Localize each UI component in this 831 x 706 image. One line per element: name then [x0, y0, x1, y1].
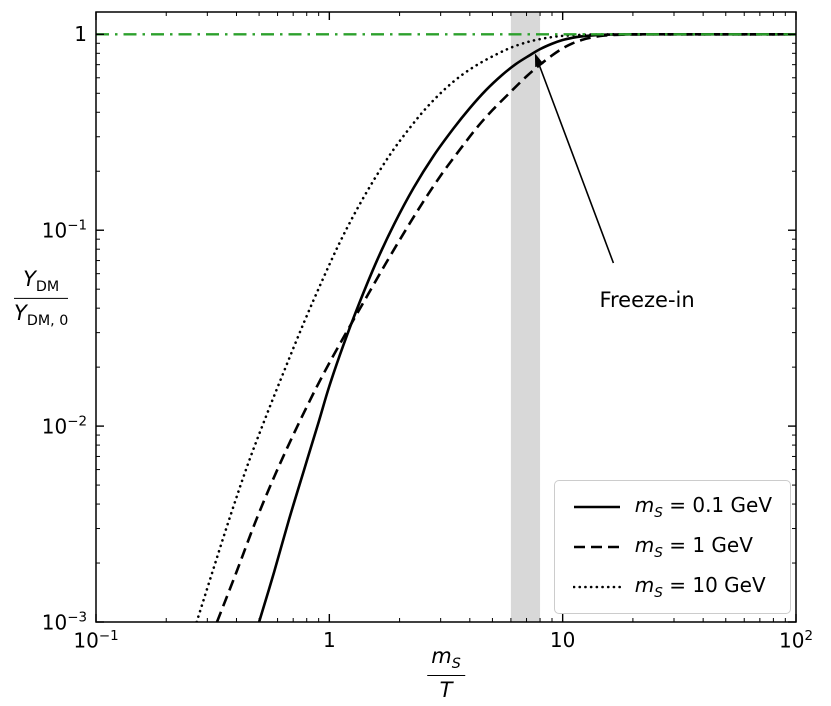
freeze-in-arrow-head [534, 53, 544, 68]
x-tick-label: 102 [779, 628, 813, 653]
axes-spines [95, 11, 797, 623]
y-tick-label: 10−1 [41, 218, 87, 243]
legend-sample-line-dashed [573, 545, 620, 549]
legend: mS = 0.1 GeV mS = 1 GeV mS = 10 GeV [553, 480, 791, 614]
y-tick-label: 10−3 [41, 610, 87, 635]
legend-sample-line-solid [573, 505, 620, 509]
y-axis-label-denominator: YDM, 0 [14, 300, 69, 329]
x-axis-label-denominator: T [439, 677, 453, 702]
y-axis-label: YDM YDM, 0 [14, 267, 69, 329]
legend-entry-ms-0.1: mS = 0.1 GeV [573, 493, 772, 521]
legend-label-ms-0.1: mS = 0.1 GeV [634, 493, 772, 521]
x-tick-label: 1 [322, 628, 336, 652]
legend-line-sample-solid [573, 503, 621, 511]
y-axis-label-numerator: YDM [14, 267, 69, 299]
x-tick-label: 10−1 [73, 628, 119, 653]
freeze-in-annotation-text: Freeze-in [599, 288, 695, 313]
legend-line-sample-dotted [572, 583, 621, 591]
legend-sample-line-dotted [572, 585, 621, 589]
legend-entry-ms-1: mS = 1 GeV [573, 533, 772, 561]
legend-line-sample-dashed [573, 543, 621, 551]
legend-entry-ms-10: mS = 10 GeV [572, 573, 772, 601]
y-tick-label: 10−2 [41, 414, 87, 439]
legend-label-ms-1: mS = 1 GeV [634, 533, 753, 561]
x-axis-label-numerator: mS [427, 644, 465, 676]
freeze-in-band [510, 12, 541, 622]
x-axis-label: mS T [427, 644, 465, 702]
axis-ticks [95, 12, 797, 623]
freeze-in-arrow-line [538, 65, 615, 264]
x-tick-label: 10 [549, 628, 576, 652]
y-tick-label: 1 [74, 22, 87, 47]
curve-dashed [215, 33, 796, 622]
legend-label-ms-10: mS = 10 GeV [634, 573, 766, 601]
